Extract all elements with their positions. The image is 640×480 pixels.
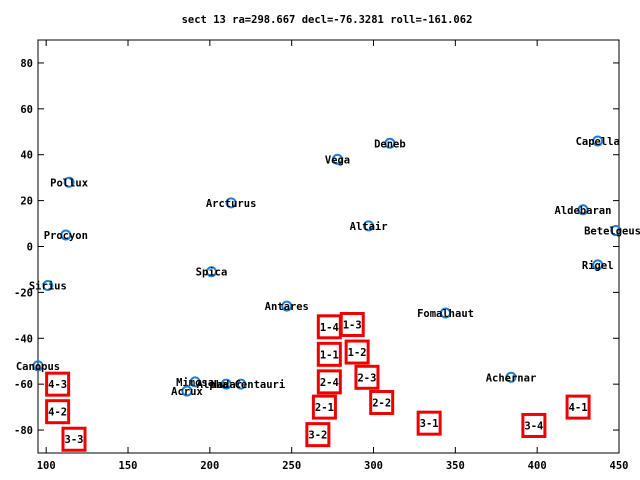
sector-marker	[305, 422, 331, 448]
star-label: Betelgeuse	[584, 225, 640, 237]
star-label: Sirius	[29, 281, 67, 293]
star-marker	[505, 371, 517, 383]
y-tick-label: 40	[20, 150, 33, 162]
star-marker	[592, 259, 604, 271]
star-label: Aldebaran	[555, 205, 612, 217]
sector-marker	[45, 371, 71, 397]
x-tick-label: 250	[282, 460, 301, 472]
sector-marker	[316, 341, 342, 367]
star-label: Spica	[196, 267, 228, 279]
sector-marker	[344, 339, 370, 365]
sector-label: 1-1	[320, 349, 339, 361]
star-series: Capella Deneb Vega Pollux Arcturus Aldebaran A…	[16, 135, 640, 398]
sector-label: 1-2	[348, 347, 367, 359]
x-tick-label: 300	[364, 460, 383, 472]
chart-title: sect 13 ra=298.667 decl=-76.3281 roll=-1…	[182, 14, 473, 26]
star-label: Acrux	[171, 386, 203, 398]
sector-label: 1-3	[343, 320, 362, 332]
sector-marker	[45, 399, 71, 425]
star-label: Antares	[265, 301, 309, 313]
star-label: Arcturus	[206, 198, 257, 210]
x-tick-label: 100	[37, 460, 56, 472]
y-tick-label: 60	[20, 104, 33, 116]
sector-label: 4-3	[48, 379, 67, 391]
star-marker	[220, 378, 232, 390]
star-marker	[332, 153, 344, 165]
sector-marker	[61, 426, 87, 452]
y-tick-label: 80	[20, 58, 33, 70]
y-tick-label: -80	[14, 425, 33, 437]
plot-frame	[37, 39, 620, 454]
sector-label: 4-1	[569, 402, 588, 414]
sector-marker	[316, 314, 342, 340]
sector-label: 3-2	[308, 430, 327, 442]
sector-marker	[354, 364, 380, 390]
x-tick-label: 150	[119, 460, 138, 472]
star-label: Procyon	[44, 230, 88, 242]
sector-label: 3-4	[524, 420, 543, 432]
star-marker	[592, 135, 604, 147]
star-marker	[610, 224, 622, 236]
star-marker	[440, 307, 452, 319]
sector-label: 2-2	[372, 398, 391, 410]
x-tick-label: 450	[610, 460, 629, 472]
star-marker	[60, 229, 72, 241]
star-label: Vega	[325, 154, 350, 166]
star-marker	[181, 385, 193, 397]
sector-label: 3-1	[420, 418, 439, 430]
star-label: Capella	[576, 136, 620, 148]
sector-label: 4-2	[48, 407, 67, 419]
star-marker	[42, 280, 54, 292]
star-marker	[363, 220, 375, 232]
star-label: Achernar	[486, 372, 537, 384]
sector-label: 3-3	[65, 434, 84, 446]
star-marker	[384, 137, 396, 149]
y-tick-label: 0	[27, 242, 33, 254]
star-marker	[235, 378, 247, 390]
sector-marker	[416, 410, 442, 436]
y-tick-label: -20	[14, 287, 33, 299]
star-label: Alpha Centauri	[197, 379, 286, 391]
star-marker	[281, 300, 293, 312]
star-marker	[205, 266, 217, 278]
sector-label: 1-4	[320, 322, 339, 334]
x-tick-label: 200	[200, 460, 219, 472]
sector-label: 2-1	[315, 402, 334, 414]
sector-marker	[521, 412, 547, 438]
star-label: Altair	[350, 221, 388, 233]
star-label: Deneb	[374, 138, 406, 150]
star-marker	[63, 176, 75, 188]
star-marker	[225, 197, 237, 209]
star-marker	[32, 360, 44, 372]
x-tick-label: 400	[528, 460, 547, 472]
sector-label: 2-3	[357, 372, 376, 384]
star-label: Canopus	[16, 361, 60, 373]
sector-marker	[565, 394, 591, 420]
axis-ticks: 100 150 200 250 300 350 400 450806040200-20-40-…	[14, 40, 628, 472]
y-tick-label: -40	[14, 333, 33, 345]
star-marker	[189, 376, 201, 388]
sector-marker	[369, 390, 395, 416]
y-tick-label: -60	[14, 379, 33, 391]
x-tick-label: 350	[446, 460, 465, 472]
sector-series: 1-3 1-4 1-1 1-2 2-3 2-4 4-3 2-2 2-1 4-2 4-1 3-1 3-4 3…	[45, 312, 591, 452]
y-tick-label: 20	[20, 196, 33, 208]
star-marker	[577, 204, 589, 216]
star-label: Hadar	[210, 379, 242, 391]
sector-marker	[316, 369, 342, 395]
star-label: Rigel	[582, 260, 614, 272]
sector-marker	[311, 394, 337, 420]
star-label: Pollux	[50, 177, 89, 189]
star-label: Fomalhaut	[417, 308, 474, 320]
sector-label: 2-4	[320, 377, 339, 389]
